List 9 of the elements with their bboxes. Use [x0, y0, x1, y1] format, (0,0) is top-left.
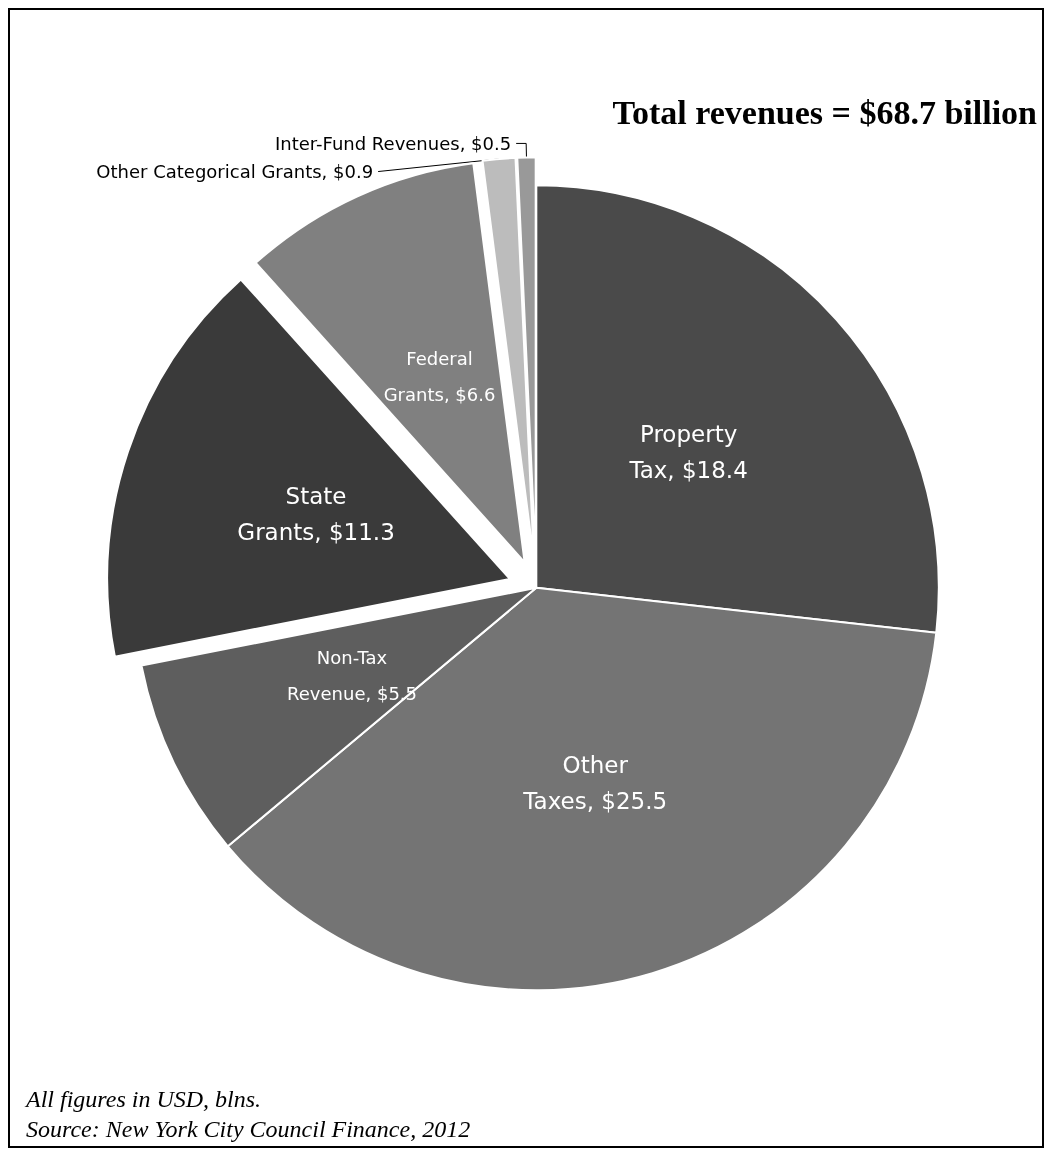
slice-label: Inter-Fund Revenues, $0.5 [274, 132, 512, 154]
chart-title: Total revenues = $68.7 billion [612, 93, 1038, 131]
slice-label: Property Tax, $18.4 [628, 420, 748, 483]
slice-label: State Grants, $11.3 [237, 483, 395, 546]
slice-label: Federal Grants, $6.6 [383, 348, 496, 406]
text: All figures in USD, blns. [26, 1085, 263, 1114]
slice-label: Other Categorical Grants, $0.9 [96, 161, 374, 183]
slice-label: Other Taxes, $25.5 [522, 752, 668, 815]
source-note: Source: New York City Council Finance, 2012 [26, 1115, 471, 1144]
